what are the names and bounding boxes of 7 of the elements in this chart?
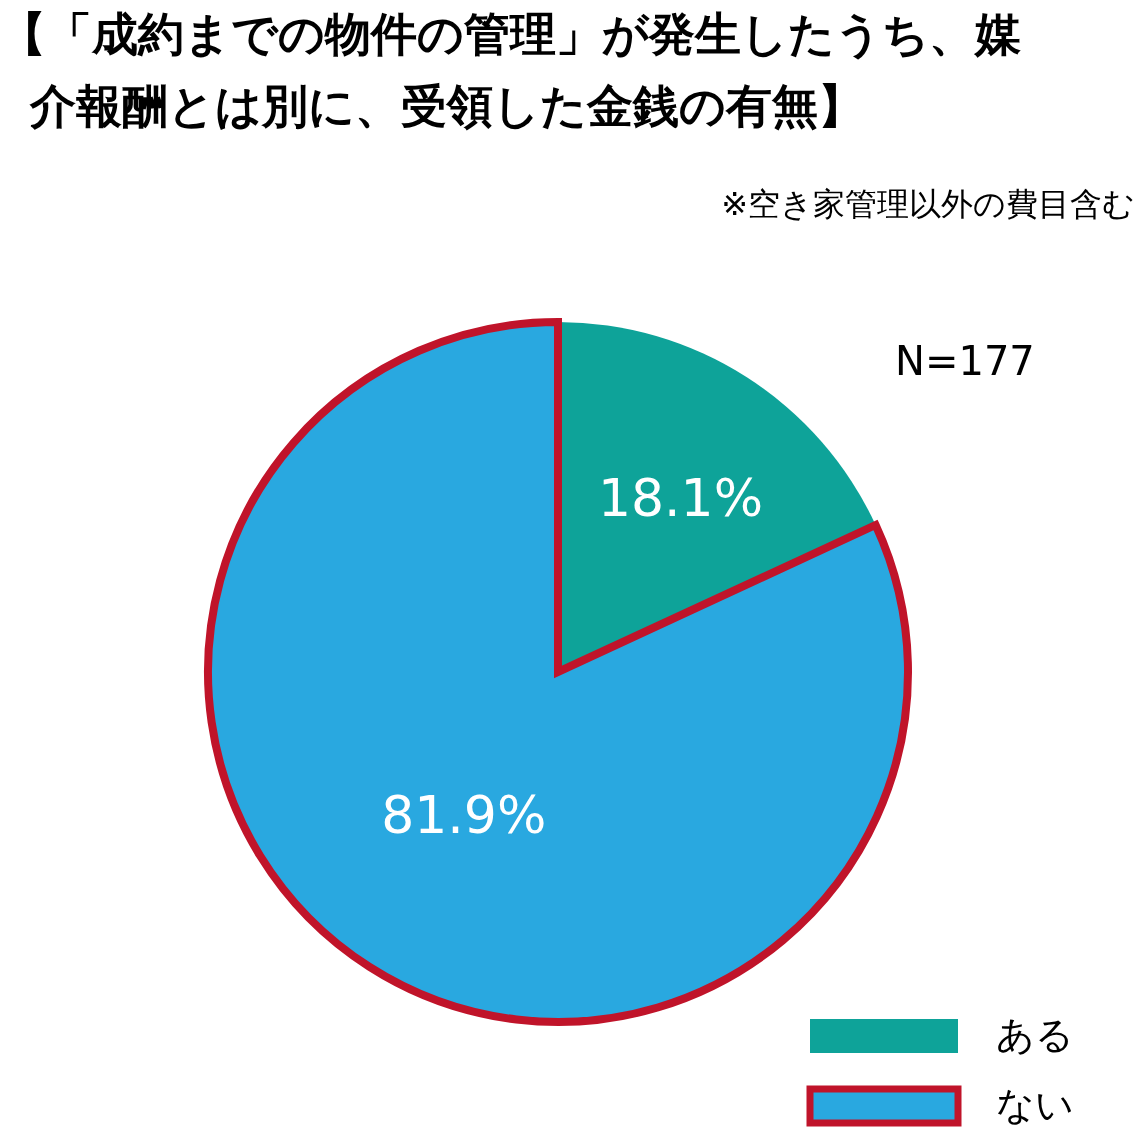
data-label: 81.9% bbox=[381, 785, 547, 846]
data-label: 18.1% bbox=[597, 468, 764, 529]
text: N=177 bbox=[895, 338, 1035, 384]
chart-title: 【「成約までの物件の管理」が発生したうち、媒介報酬とは別に、受領した金銭の有無】 bbox=[0, 7, 1021, 133]
chart-subtitle: ※空き家管理以外の費目含む bbox=[721, 185, 1135, 223]
legend-label: ない bbox=[996, 1082, 1074, 1127]
legend-label: ある bbox=[996, 1012, 1074, 1057]
